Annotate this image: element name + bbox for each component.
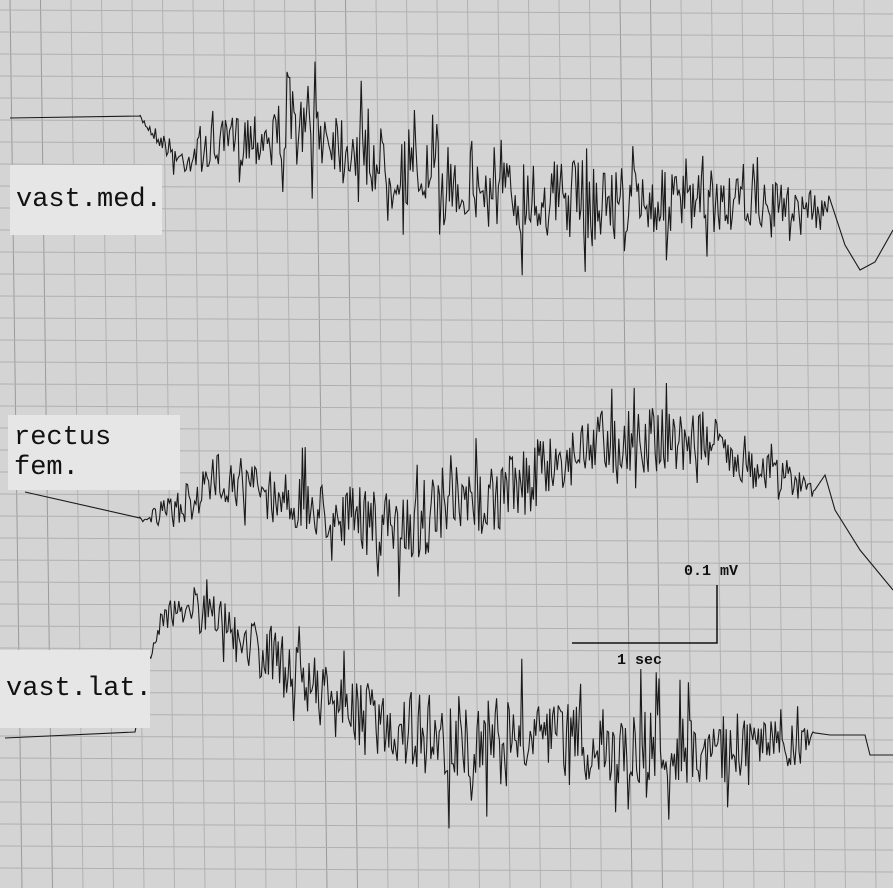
- grid-line: [0, 141, 893, 147]
- grid-line: [0, 845, 893, 851]
- grid-line: [802, 0, 816, 888]
- grid-line: [314, 0, 328, 888]
- grid-line: [0, 361, 893, 367]
- grid-line: [619, 0, 633, 888]
- grid-line: [741, 0, 755, 888]
- grid-line: [0, 757, 893, 763]
- grid-line: [0, 163, 893, 169]
- grid-line: [0, 97, 893, 103]
- grid-line: [0, 251, 893, 257]
- grid-line: [467, 0, 480, 888]
- trace-label: vast.lat.: [0, 650, 152, 728]
- grid-line: [0, 515, 893, 521]
- grid-line: [0, 295, 893, 301]
- grid-line: [0, 31, 893, 37]
- grid-line: [0, 867, 893, 873]
- emg-trace: [9, 61, 893, 276]
- grid-line: [0, 273, 893, 279]
- grid-line: [0, 559, 893, 565]
- grid-line: [0, 625, 893, 631]
- emg-trace: [24, 382, 893, 597]
- grid-line: [772, 0, 785, 888]
- grid-line: [223, 0, 236, 888]
- grid-line: [0, 9, 893, 15]
- scale-bar: [572, 585, 718, 644]
- grid-line: [0, 339, 893, 345]
- grid-line: [833, 0, 846, 888]
- grid-line: [0, 801, 893, 807]
- emg-trace: [4, 579, 893, 829]
- grid-line: [528, 0, 541, 888]
- grid-line: [0, 383, 893, 389]
- grid-line: [0, 823, 893, 829]
- time-label: 1 sec: [617, 652, 663, 669]
- grid-line: [0, 405, 893, 411]
- grid-line: [375, 0, 389, 888]
- grid-line: [497, 0, 511, 888]
- grid-line: [0, 119, 893, 125]
- grid-line: [0, 735, 893, 741]
- grid-line: [0, 493, 893, 499]
- trace-label: vast.med.: [10, 165, 162, 235]
- grid-line: [345, 0, 358, 888]
- grid-line: [0, 603, 893, 609]
- grid-line: [0, 779, 893, 785]
- grid-line: [436, 0, 450, 888]
- grid-line: [0, 53, 893, 59]
- trace-label: rectus fem.: [8, 415, 180, 490]
- amplitude-label: 0.1 mV: [684, 563, 739, 580]
- grid-line: [711, 0, 724, 888]
- grid-line: [0, 75, 893, 81]
- grid-line: [0, 317, 893, 323]
- grid-line: [284, 0, 297, 888]
- grid-line: [0, 647, 893, 653]
- grid-line: [192, 0, 206, 888]
- grid-line: [0, 537, 893, 543]
- grid-line: [0, 581, 893, 587]
